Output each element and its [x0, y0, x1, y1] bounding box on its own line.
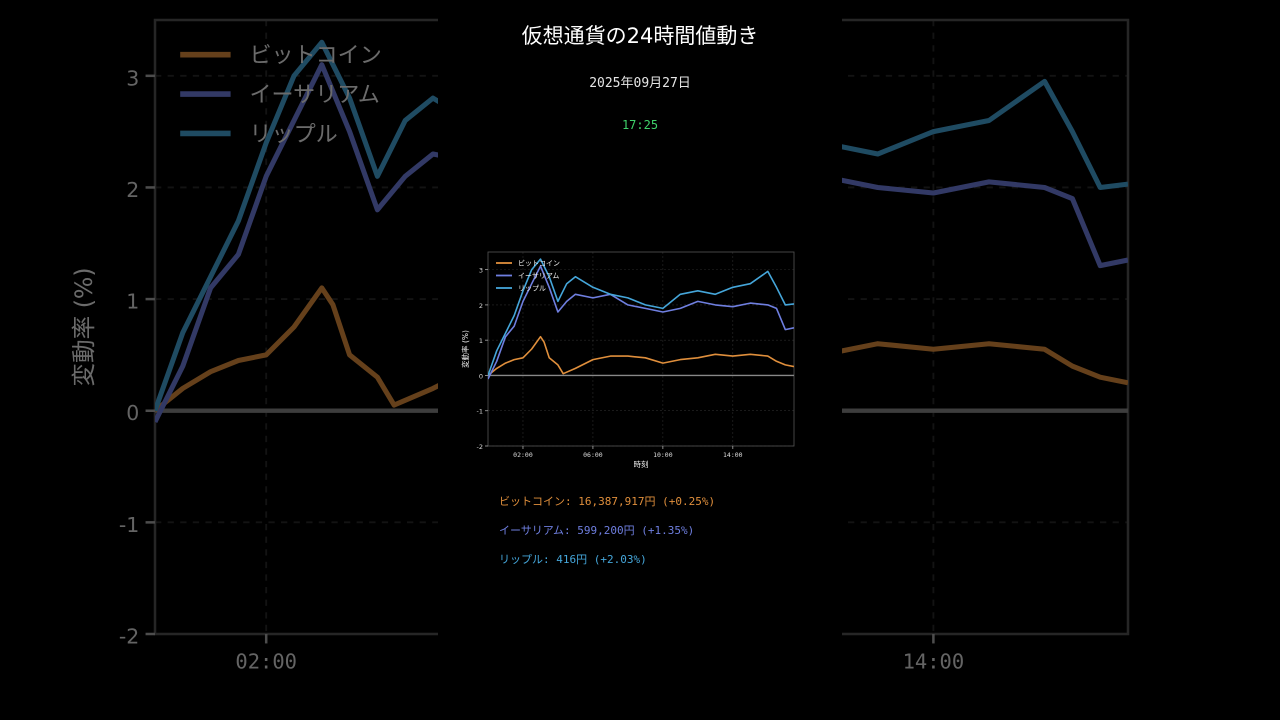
price-row-xrp: リップル: 416円 (+2.03%) — [499, 553, 647, 566]
price-change: (+0.25%) — [662, 495, 716, 508]
x-tick-label: 02:00 — [235, 650, 297, 674]
price-row-btc: ビットコイン: 16,387,917円 (+0.25%) — [499, 495, 716, 508]
y-tick-label: -1 — [477, 408, 483, 416]
y-tick-label: 3 — [479, 267, 483, 275]
price-value: 599,200円 — [577, 524, 635, 537]
page-title: 仮想通貨の24時間値動き — [521, 24, 759, 48]
legend-label: リップル — [518, 285, 546, 293]
x-axis-label: 時刻 — [634, 459, 649, 469]
main-panel: 仮想通貨の24時間値動き 2025年09月27日 17:25 -2 -1 0 1 2 3 0… — [438, 0, 842, 720]
y-tick-label: -1 — [119, 513, 139, 537]
y-tick-label: 2 — [126, 178, 139, 202]
y-tick-label: 1 — [126, 290, 139, 314]
y-tick-label: 2 — [479, 302, 483, 310]
price-row-eth: イーサリアム: 599,200円 (+1.35%) — [499, 524, 695, 537]
price-change-chart: -2 -1 0 1 2 3 02:00 06:00 10:00 14:00 時刻 変動率 (%) ビット… — [460, 251, 795, 469]
legend-label: イーサリアム — [250, 83, 380, 108]
x-tick-label: 14:00 — [723, 451, 743, 459]
y-tick-label: -2 — [477, 443, 483, 451]
x-tick-label: 14:00 — [903, 650, 965, 674]
y-axis-label: 変動率 (%) — [460, 330, 470, 368]
x-tick-label: 10:00 — [653, 451, 673, 459]
price-value: 16,387,917円 — [578, 495, 656, 508]
y-axis-label: 変動率 (%) — [70, 267, 98, 386]
y-tick-label: 3 — [126, 66, 139, 90]
y-tick-label: 0 — [479, 372, 483, 380]
price-change: (+1.35%) — [641, 524, 695, 537]
series-line-0 — [488, 335, 794, 377]
price-name: イーサリアム — [499, 524, 565, 537]
legend-label: ビットコイン — [518, 259, 560, 268]
price-name: リップル — [499, 553, 543, 566]
time-label: 17:25 — [621, 118, 659, 132]
x-tick-label: 02:00 — [513, 451, 533, 459]
x-tick-label: 06:00 — [583, 451, 603, 459]
date-label: 2025年09月27日 — [589, 76, 691, 91]
plot-frame — [487, 251, 795, 447]
y-tick-label: 0 — [126, 401, 139, 425]
y-tick-label: -2 — [119, 624, 139, 648]
price-change: (+2.03%) — [593, 553, 647, 566]
price-name: ビットコイン — [499, 495, 565, 508]
series-line-2 — [488, 258, 794, 376]
legend-label: ビットコイン — [250, 44, 382, 69]
legend-label: リップル — [250, 122, 338, 147]
series-line-1 — [488, 265, 794, 380]
legend-label: イーサリアム — [518, 272, 559, 280]
y-tick-label: 1 — [479, 337, 483, 345]
price-value: 416円 — [556, 553, 588, 566]
